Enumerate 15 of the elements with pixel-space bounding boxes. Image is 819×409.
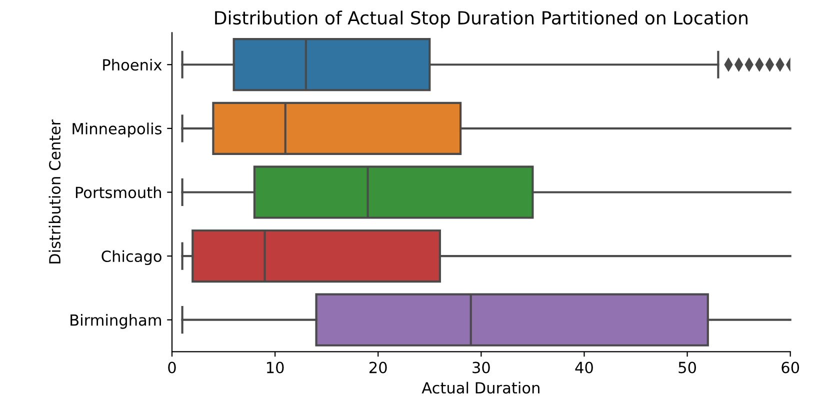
y-axis-title: Distribution Center xyxy=(48,120,61,264)
x-tick-label: 60 xyxy=(782,362,800,374)
x-axis-title: Actual Duration xyxy=(422,382,540,394)
x-tick-label: 40 xyxy=(575,362,593,374)
y-tick-label: Portsmouth xyxy=(76,186,161,198)
x-tick-label: 0 xyxy=(168,362,176,374)
y-tick-label: Phoenix xyxy=(103,58,162,71)
chart-title: Distribution of Actual Stop Duration Partitioned on Location xyxy=(215,10,748,28)
y-tick-label: Minneapolis xyxy=(72,122,162,138)
y-tick-label: Birmingham xyxy=(70,314,161,329)
x-tick-label: 10 xyxy=(267,362,284,374)
y-tick-label: Chicago xyxy=(102,250,162,266)
x-tick-label: 20 xyxy=(370,362,387,374)
x-tick-label: 30 xyxy=(472,362,490,374)
x-tick-label: 50 xyxy=(678,362,696,374)
